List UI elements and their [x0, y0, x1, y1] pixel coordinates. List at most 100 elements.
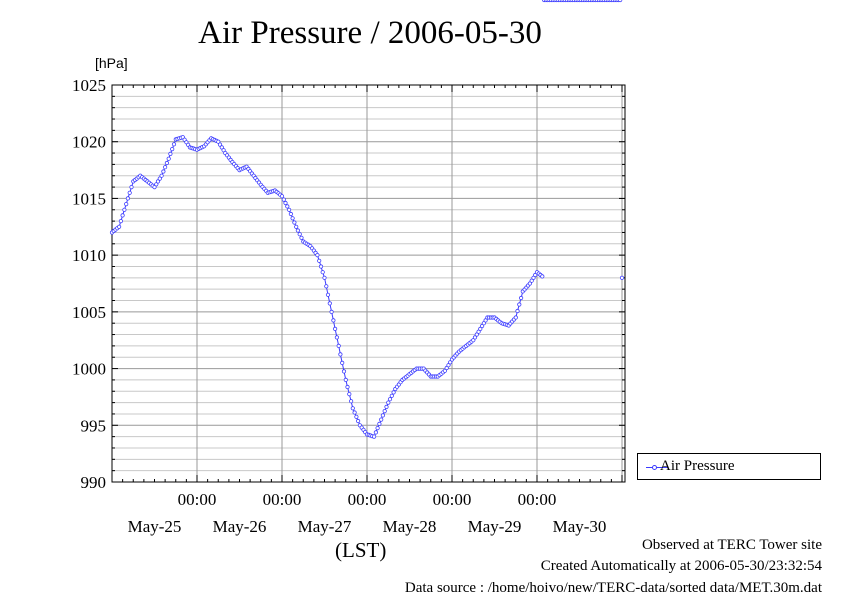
data-point	[343, 377, 348, 382]
data-point	[334, 335, 339, 340]
data-point	[518, 295, 524, 301]
y-tick-label: 1015	[72, 189, 106, 208]
x-tick-label-date: May-27	[298, 517, 352, 536]
data-point	[294, 224, 299, 229]
data-point	[219, 145, 224, 150]
data-point	[533, 272, 538, 278]
data-point	[329, 309, 334, 314]
y-tick-label: 1000	[72, 360, 106, 379]
data-point	[380, 413, 385, 418]
data-point	[387, 397, 393, 402]
data-point	[325, 292, 331, 297]
footer-observed-site: Observed at TERC Tower site	[641, 537, 822, 553]
data-point	[379, 417, 384, 422]
data-point	[281, 197, 286, 202]
data-point	[122, 207, 127, 212]
y-tick-label: 1010	[72, 246, 106, 265]
x-tick-label-time: 00:00	[263, 490, 302, 509]
data-point	[478, 326, 483, 331]
data-point	[166, 156, 171, 161]
data-point	[299, 235, 304, 240]
x-tick-label-date: May-26	[213, 517, 267, 536]
data-point	[384, 404, 389, 409]
data-point	[327, 301, 332, 306]
data-point	[341, 369, 347, 374]
data-point	[345, 384, 350, 390]
x-tick-label-date: May-30	[553, 517, 607, 536]
data-point	[517, 302, 522, 307]
y-axis-unit-label: [hPa]	[95, 55, 128, 71]
y-tick-label: 995	[81, 416, 107, 435]
x-tick-label-time: 00:00	[178, 490, 217, 509]
data-point	[348, 399, 354, 404]
x-tick-label-time: 00:00	[518, 490, 557, 509]
plot-area-frame	[111, 84, 626, 483]
data-point	[125, 196, 131, 201]
legend-marker	[652, 465, 657, 470]
data-point	[472, 335, 478, 340]
data-point	[118, 219, 124, 224]
data-point	[322, 275, 327, 280]
x-tick-label-time: 00:00	[433, 490, 472, 509]
data-point	[448, 360, 453, 365]
data-point	[347, 391, 352, 397]
data-point	[527, 281, 533, 286]
data-point	[529, 278, 534, 283]
data-point	[340, 360, 345, 365]
data-point	[290, 216, 295, 221]
data-point	[331, 318, 336, 323]
data-point	[377, 421, 382, 426]
y-tick-label: 1005	[72, 303, 106, 322]
data-point	[159, 173, 164, 178]
legend: Air Pressure	[637, 453, 821, 480]
data-point	[355, 418, 361, 424]
footer-created-timestamp: Created Automatically at 2006-05-30/23:3…	[540, 558, 822, 574]
data-point	[336, 343, 341, 348]
data-point	[513, 315, 518, 320]
data-point	[371, 434, 377, 439]
data-point	[288, 211, 293, 217]
data-point	[152, 185, 157, 190]
data-point	[279, 194, 285, 199]
data-point	[442, 368, 447, 373]
chart-title: Air Pressure / 2006-05-30	[198, 15, 542, 51]
y-tick-label: 1020	[72, 133, 106, 152]
data-point	[338, 352, 343, 357]
x-tick-label-date: May-25	[128, 517, 182, 536]
data-point	[117, 224, 122, 229]
data-point	[350, 406, 355, 411]
legend-line-sample	[646, 465, 668, 470]
data-point	[217, 142, 223, 147]
data-point	[479, 323, 485, 329]
data-point	[283, 200, 288, 206]
data-point	[540, 274, 545, 279]
data-point	[618, 0, 623, 3]
data-point	[382, 408, 387, 414]
legend-label: Air Pressure	[660, 458, 735, 474]
data-point	[352, 410, 357, 415]
data-point	[161, 169, 166, 174]
data-point	[375, 425, 380, 431]
data-point	[286, 207, 292, 212]
data-point	[354, 414, 359, 419]
y-tick-label: 990	[81, 473, 107, 492]
x-tick-label-time: 00:00	[348, 490, 387, 509]
data-point	[168, 151, 173, 156]
data-point	[619, 275, 625, 280]
data-point	[120, 213, 125, 218]
y-tick-label: 1025	[72, 76, 106, 95]
data-point	[389, 393, 394, 398]
data-point	[320, 270, 325, 275]
data-point	[170, 147, 175, 152]
data-point	[317, 258, 322, 263]
data-point	[483, 318, 488, 323]
x-axis-label: (LST)	[335, 538, 387, 562]
data-point	[155, 179, 161, 184]
data-point	[292, 220, 297, 225]
data-point	[157, 176, 162, 181]
data-point	[295, 228, 300, 233]
data-point	[318, 264, 324, 269]
data-point	[373, 430, 378, 435]
data-point	[386, 400, 391, 405]
x-tick-label-date: May-28	[383, 517, 437, 536]
